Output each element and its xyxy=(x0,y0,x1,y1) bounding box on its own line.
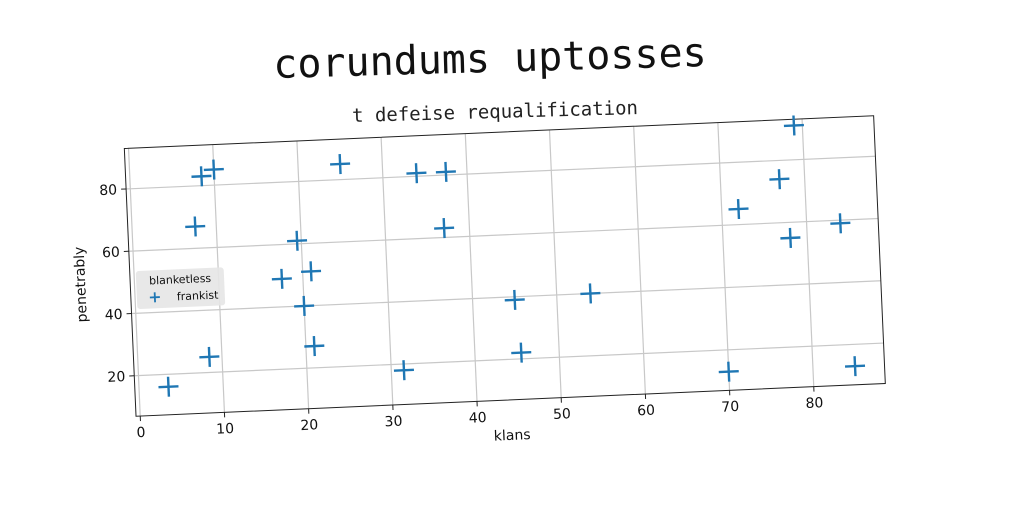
data-point xyxy=(203,159,224,180)
data-point-v xyxy=(166,376,171,397)
grid-line-x xyxy=(633,126,646,395)
chart-subtitle: t defeise requalification xyxy=(352,97,638,127)
grid-line-y xyxy=(131,280,881,315)
scatter-points xyxy=(158,115,866,397)
data-point-v xyxy=(777,169,782,190)
grid-line-x xyxy=(296,140,310,409)
data-point xyxy=(435,161,456,182)
x-tick-label: 70 xyxy=(721,399,740,416)
data-point-v xyxy=(727,361,731,382)
data-point xyxy=(287,230,308,251)
data-point xyxy=(294,295,315,317)
data-point-v xyxy=(519,342,523,363)
data-point xyxy=(271,268,292,289)
data-point-v xyxy=(199,166,204,187)
chart-title: corundums uptosses xyxy=(273,30,708,88)
data-point xyxy=(780,227,801,248)
data-point xyxy=(511,342,532,363)
data-point-v xyxy=(302,295,306,317)
legend-box xyxy=(135,267,226,309)
data-point xyxy=(330,153,351,175)
grid-line-x xyxy=(380,137,394,406)
data-point-v xyxy=(193,216,197,237)
grid-line-y xyxy=(126,155,876,190)
data-point xyxy=(769,169,790,190)
plot-frame xyxy=(123,115,886,417)
data-point-v xyxy=(838,213,842,234)
grid xyxy=(126,118,884,417)
x-tick-label: 30 xyxy=(384,414,403,431)
y-tick-label: 60 xyxy=(102,245,121,262)
data-point-v xyxy=(312,336,316,357)
data-point-v xyxy=(402,360,406,381)
data-point xyxy=(185,216,206,237)
grid-line-y xyxy=(134,342,884,377)
data-point xyxy=(406,163,427,184)
legend-marker-frankist xyxy=(149,292,160,303)
data-point xyxy=(844,356,866,377)
data-point-v xyxy=(792,115,796,136)
grid-line-x xyxy=(801,118,815,387)
data-point xyxy=(830,213,851,234)
legend-title: blanketless xyxy=(149,272,212,288)
data-point xyxy=(191,166,212,187)
data-point-v xyxy=(788,227,793,248)
y-tick-label: 20 xyxy=(107,369,126,386)
data-point xyxy=(158,376,179,397)
data-point-v xyxy=(588,283,593,304)
data-point xyxy=(199,346,220,367)
data-point xyxy=(504,289,525,310)
data-point xyxy=(783,115,804,136)
legend-label-frankist: frankist xyxy=(177,289,220,304)
data-point xyxy=(304,336,325,357)
grid-line-x xyxy=(127,148,141,417)
plot-area: 0 10 20 30 40 50 60 70 80 20 40 60 80 blanketless f… xyxy=(72,115,886,445)
y-axis: 20 40 60 80 xyxy=(99,182,135,386)
data-point-v xyxy=(442,218,446,239)
data-point-v xyxy=(513,289,517,310)
data-point xyxy=(718,361,739,382)
grid-line-x xyxy=(717,122,731,391)
data-point xyxy=(728,198,749,220)
x-axis-label: klans xyxy=(494,427,531,445)
legend: blanketless frankist xyxy=(135,267,226,309)
data-point-v xyxy=(207,346,211,367)
data-point-v xyxy=(309,261,313,282)
y-tick-label: 80 xyxy=(99,182,118,199)
data-point-v xyxy=(736,198,741,220)
x-tick-label: 40 xyxy=(468,410,487,427)
x-tick-label: 20 xyxy=(300,417,319,434)
y-tick-label: 40 xyxy=(104,307,123,324)
x-tick-label: 0 xyxy=(136,425,146,441)
grid-line-x xyxy=(464,133,478,402)
data-point xyxy=(434,218,455,239)
data-point xyxy=(580,283,601,304)
data-point xyxy=(301,261,322,282)
data-point-v xyxy=(853,356,857,377)
data-point-v xyxy=(338,153,342,175)
data-point-v xyxy=(212,159,216,180)
data-point-v xyxy=(280,268,284,289)
data-point-v xyxy=(444,161,448,182)
x-tick-label: 60 xyxy=(637,403,656,420)
x-axis: 0 10 20 30 40 50 60 70 80 xyxy=(136,386,824,441)
data-point xyxy=(393,360,414,381)
x-tick-label: 50 xyxy=(553,406,572,423)
y-axis-label: penetrably xyxy=(72,246,91,323)
x-tick-label: 10 xyxy=(216,421,235,438)
data-point-v xyxy=(295,230,299,251)
x-tick-label: 80 xyxy=(805,395,824,412)
grid-line-y xyxy=(128,217,879,252)
data-point-v xyxy=(414,163,419,184)
grid-line-x xyxy=(548,129,562,398)
